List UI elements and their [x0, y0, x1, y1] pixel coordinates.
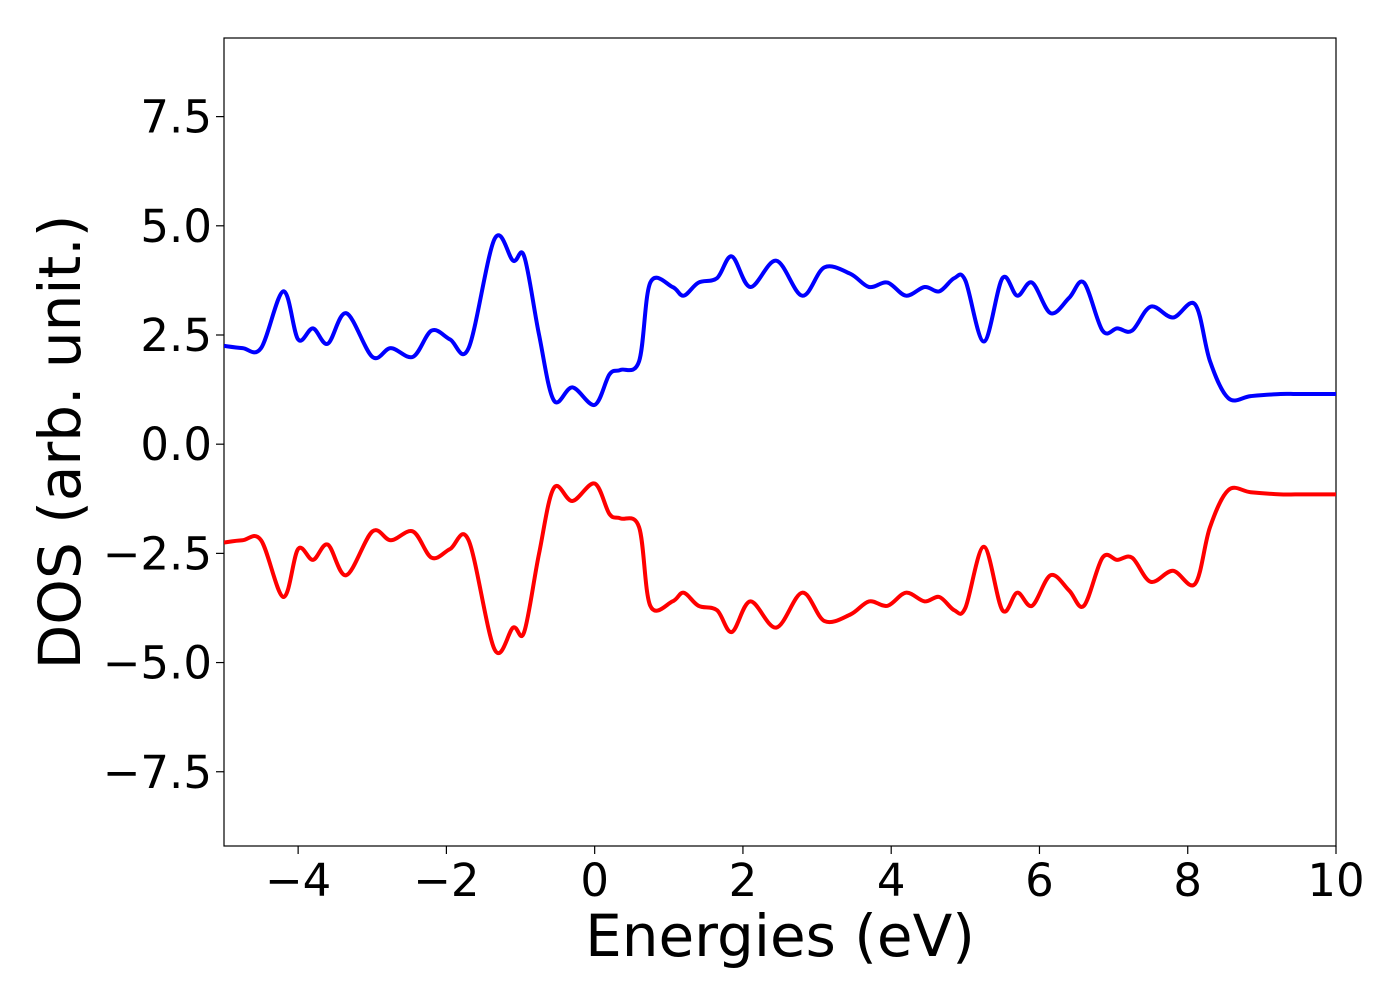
x-axis: −4 −2 0 2 4 6 8 10: [265, 846, 1365, 907]
x-tick-label: 10: [1307, 854, 1364, 907]
x-tick-label: 0: [580, 854, 609, 907]
y-tick-label: −7.5: [103, 746, 212, 799]
y-tick-label: 2.5: [140, 309, 212, 362]
y-tick-label: −2.5: [103, 527, 212, 580]
y-tick-label: 0.0: [140, 418, 212, 471]
y-tick-label: 5.0: [140, 200, 212, 253]
y-axis: 7.5 5.0 2.5 0.0 −2.5 −5.0 −7.5: [103, 91, 224, 799]
plot-area: [223, 37, 1337, 847]
y-tick-label: 7.5: [140, 91, 212, 144]
plot-frame: [223, 37, 1337, 847]
x-tick-label: 6: [1025, 854, 1054, 907]
x-tick-label: 2: [729, 854, 758, 907]
x-tick-label: 4: [877, 854, 906, 907]
series-line-blue: [224, 233, 1336, 407]
x-tick-label: −2: [413, 854, 479, 907]
x-tick-label: 8: [1173, 854, 1202, 907]
y-tick-label: −5.0: [103, 637, 212, 690]
series-line-red: [224, 481, 1336, 655]
y-axis-label: DOS (arb. unit.): [26, 215, 94, 670]
series-layer: [224, 233, 1336, 655]
x-axis-label: Energies (eV): [585, 902, 975, 970]
x-tick-label: −4: [265, 854, 331, 907]
